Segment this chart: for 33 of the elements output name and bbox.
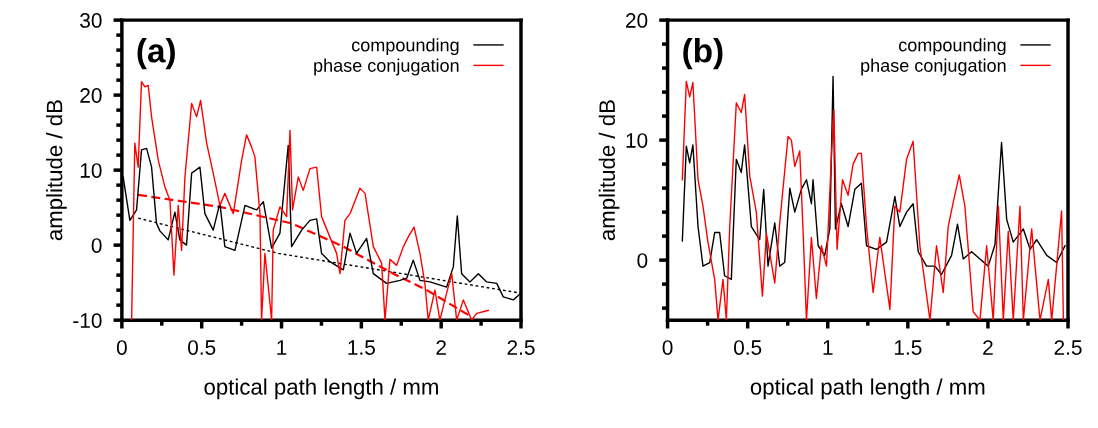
line-series: [681, 80, 1065, 321]
x-tick-label: 1.5: [348, 340, 375, 355]
annotation: (a): [137, 38, 175, 70]
y-tick-label: 10: [80, 163, 102, 178]
x-tick-label: 2: [983, 340, 993, 355]
y-axis-title: amplitude / dB: [46, 100, 67, 241]
x-tick-label: 1.5: [894, 340, 922, 355]
y-axis-title: amplitude / dB: [598, 100, 620, 241]
x-tick-label: 2: [436, 340, 446, 355]
x-tick-label: 2.5: [507, 340, 535, 355]
y-tick-label: 10: [626, 133, 648, 148]
x-tick-label: 2.5: [1054, 340, 1082, 355]
legend-label: compounding: [899, 38, 1006, 55]
legend-label: phase conjugation: [861, 58, 1006, 76]
legend-label: phase conjugation: [314, 58, 459, 76]
x-axis-title: optical path length / mm: [204, 378, 438, 400]
y-tick-label: 0: [91, 238, 102, 253]
annotation: (b): [683, 38, 723, 70]
y-tick-label: 0: [637, 253, 648, 268]
x-tick-label: 0: [116, 340, 127, 355]
x-tick-label: 1: [823, 340, 833, 355]
line-series: [130, 80, 489, 321]
legend-label: compounding: [351, 38, 459, 55]
x-tick-label: 0.5: [734, 340, 762, 355]
x-axis-title: optical path length / mm: [750, 378, 985, 400]
x-tick-label: 0: [662, 340, 673, 355]
y-tick-label: 20: [80, 88, 102, 103]
line-series: [137, 193, 470, 316]
x-tick-label: 0.5: [188, 340, 216, 355]
y-tick-label: 30: [80, 13, 102, 28]
y-tick-label: -10: [73, 313, 102, 328]
y-tick-label: 20: [626, 13, 648, 28]
x-tick-label: 1: [277, 340, 287, 355]
